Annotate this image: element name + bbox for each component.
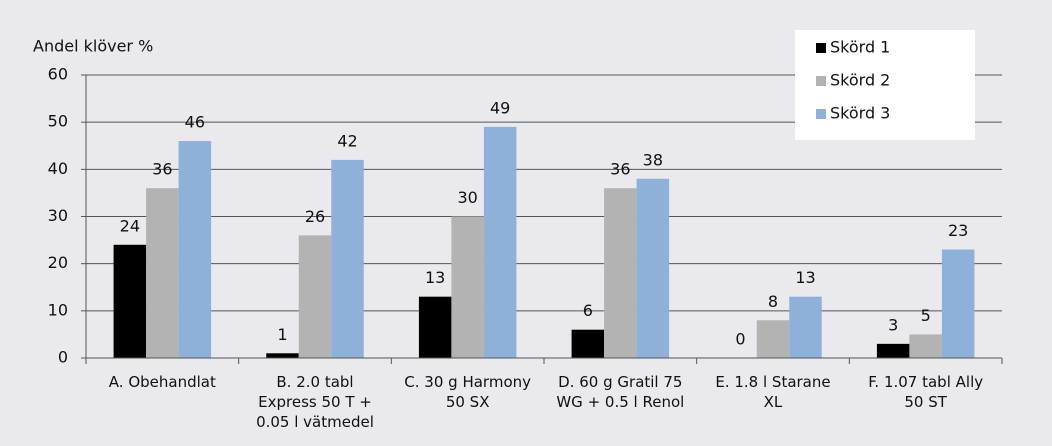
bar — [298, 235, 332, 358]
data-label: 24 — [120, 216, 140, 235]
data-label: 30 — [457, 188, 477, 207]
y-tick-label: 30 — [48, 206, 68, 225]
y-tick-label: 0 — [58, 348, 68, 367]
y-tick-label: 40 — [48, 159, 68, 178]
data-label: 42 — [337, 131, 357, 150]
data-label: 3 — [888, 315, 898, 334]
data-label: 38 — [643, 150, 663, 169]
bar — [604, 188, 637, 358]
legend-label: Skörd 1 — [830, 38, 890, 57]
data-label: 5 — [921, 306, 931, 325]
x-tick-label: A. Obehandlat — [108, 373, 216, 391]
x-tick-label: E. 1.8 l Starane XL — [715, 373, 831, 411]
legend-swatch — [816, 43, 826, 53]
legend-swatch — [816, 109, 826, 119]
y-tick-label: 50 — [48, 112, 68, 131]
bar — [178, 141, 212, 358]
data-label: 26 — [305, 207, 325, 226]
bar — [636, 178, 670, 358]
data-label: 23 — [948, 221, 968, 240]
data-label: 1 — [277, 325, 287, 344]
x-tick-label: F. 1.07 tabl Ally 50 ST — [868, 373, 984, 411]
y-axis-label: Andel klöver % — [33, 37, 153, 56]
bar — [789, 296, 822, 358]
data-label: 13 — [795, 268, 815, 287]
data-label: 36 — [152, 160, 172, 179]
bar — [113, 244, 147, 358]
bar — [483, 126, 517, 358]
bar — [571, 329, 605, 358]
bar — [756, 320, 790, 358]
x-tick-label: D. 60 g Gratil 75 WG + 0.5 l Renol — [556, 373, 685, 411]
bar — [266, 353, 299, 358]
bar — [418, 296, 452, 358]
y-tick-label: 60 — [48, 65, 68, 84]
y-tick-label: 20 — [48, 253, 68, 272]
data-label: 0 — [735, 330, 745, 349]
x-tick-label: B. 2.0 tabl Express 50 T + 0.05 l vätmed… — [256, 373, 374, 431]
data-label: 8 — [768, 292, 778, 311]
bar — [876, 343, 910, 358]
y-tick-label: 10 — [48, 300, 68, 319]
data-label: 49 — [490, 98, 510, 117]
bar — [331, 159, 364, 358]
bar — [146, 188, 179, 358]
legend-swatch — [816, 76, 826, 86]
bar — [941, 249, 975, 358]
data-label: 36 — [610, 160, 630, 179]
data-label: 6 — [583, 301, 593, 320]
bar — [909, 334, 942, 358]
x-tick-label: C. 30 g Harmony 50 SX — [404, 373, 531, 411]
data-label: 46 — [185, 113, 205, 132]
legend-label: Skörd 3 — [830, 104, 890, 123]
legend-label: Skörd 2 — [830, 71, 890, 90]
data-label: 13 — [425, 268, 445, 287]
bar — [451, 216, 484, 358]
